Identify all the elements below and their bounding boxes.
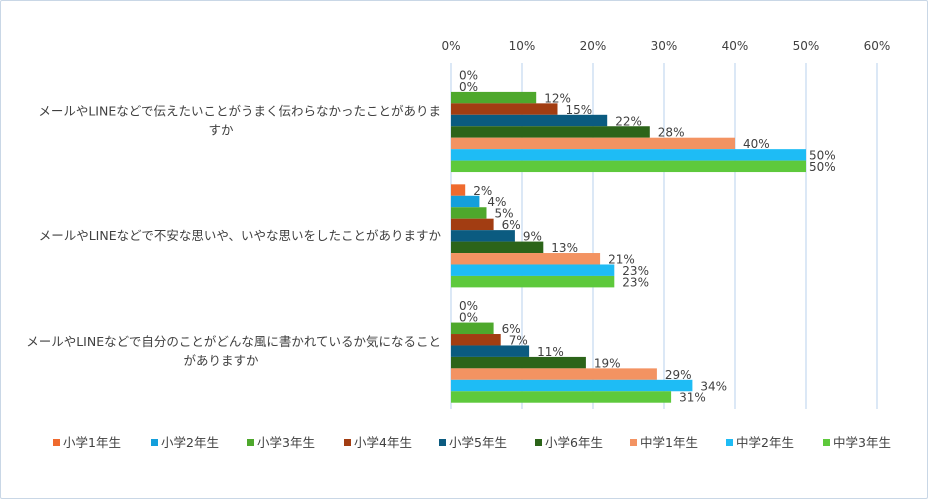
category-label: すか [208, 123, 234, 138]
legend-label: 小学1年生 [63, 435, 121, 450]
bar-小学3年生 [451, 207, 487, 219]
bar-小学4年生 [451, 218, 494, 231]
data-label: 13% [551, 241, 578, 255]
data-label: 50% [809, 149, 836, 163]
bar-小学6年生 [451, 126, 650, 138]
bar-小学5年生 [451, 114, 608, 127]
bar-中学1年生 [451, 368, 657, 380]
data-label: 11% [537, 345, 564, 359]
data-label: 15% [566, 103, 593, 117]
data-label: 2% [473, 184, 492, 198]
bar-小学6年生 [451, 356, 586, 369]
data-label: 12% [544, 91, 571, 105]
data-label: 22% [615, 114, 642, 128]
bar-小学5年生 [451, 345, 530, 357]
bar-中学1年生 [451, 253, 601, 265]
legend-swatch [535, 439, 542, 446]
x-tick-label: 20% [580, 39, 607, 53]
data-label: 29% [665, 368, 692, 382]
legend-swatch [53, 439, 60, 446]
data-label: 0% [459, 299, 478, 313]
legend-label: 小学4年生 [354, 435, 412, 450]
data-label: 19% [594, 356, 621, 370]
bar-中学2年生 [451, 379, 693, 392]
data-label: 31% [679, 391, 706, 405]
x-tick-label: 0% [441, 39, 460, 53]
data-label: 0% [459, 68, 478, 82]
legend-swatch [151, 439, 158, 446]
bar-小学4年生 [451, 103, 558, 115]
bar-小学3年生 [451, 91, 537, 104]
data-label: 23% [622, 275, 649, 289]
data-label: 5% [495, 207, 514, 221]
x-tick-label: 40% [722, 39, 749, 53]
legend-label: 中学1年生 [640, 435, 698, 450]
legend-swatch [439, 439, 446, 446]
x-tick-label: 50% [793, 39, 820, 53]
bar-中学3年生 [451, 160, 806, 173]
legend-swatch [823, 439, 830, 446]
data-label: 40% [743, 137, 770, 151]
bar-中学3年生 [451, 275, 615, 288]
category-label: がありますか [183, 353, 259, 368]
bar-中学2年生 [451, 264, 615, 276]
x-tick-label: 10% [509, 39, 536, 53]
data-label: 0% [459, 311, 478, 325]
data-label: 34% [700, 379, 727, 393]
x-tick-label: 30% [651, 39, 678, 53]
data-label: 28% [658, 126, 685, 140]
data-label: 50% [809, 160, 836, 174]
data-label: 23% [622, 264, 649, 278]
data-label: 6% [502, 322, 521, 336]
legend-swatch [247, 439, 254, 446]
bar-小学6年生 [451, 241, 544, 254]
data-label: 6% [502, 218, 521, 232]
bar-中学1年生 [451, 137, 735, 150]
data-label: 9% [523, 230, 542, 244]
legend-swatch [344, 439, 351, 446]
bar-小学5年生 [451, 230, 515, 242]
category-label: メールやLINEなどで自分のことがどんな風に書かれているか気になること [26, 334, 441, 349]
category-label: メールやLINEなどで不安な思いや、いやな思いをしたことがありますか [39, 228, 442, 243]
legend-label: 小学6年生 [545, 435, 603, 450]
x-tick-label: 60% [864, 39, 891, 53]
legend-label: 中学2年生 [736, 435, 794, 450]
data-label: 7% [509, 333, 528, 347]
bar-小学3年生 [451, 322, 494, 335]
legend-label: 小学2年生 [161, 435, 219, 450]
bar-小学1年生 [451, 184, 466, 196]
data-label: 4% [487, 195, 506, 209]
bar-中学2年生 [451, 149, 806, 161]
bar-小学2年生 [451, 195, 480, 208]
data-label: 21% [608, 252, 635, 266]
legend-swatch [630, 439, 637, 446]
legend-label: 小学3年生 [257, 435, 315, 450]
data-label: 0% [459, 80, 478, 94]
bar-小学4年生 [451, 334, 501, 346]
category-label: メールやLINEなどで伝えたいことがうまく伝わらなかったことがありま [38, 104, 441, 119]
legend-label: 中学3年生 [833, 435, 891, 450]
bar-中学3年生 [451, 391, 672, 403]
legend-swatch [726, 439, 733, 446]
legend-label: 小学5年生 [449, 435, 507, 450]
